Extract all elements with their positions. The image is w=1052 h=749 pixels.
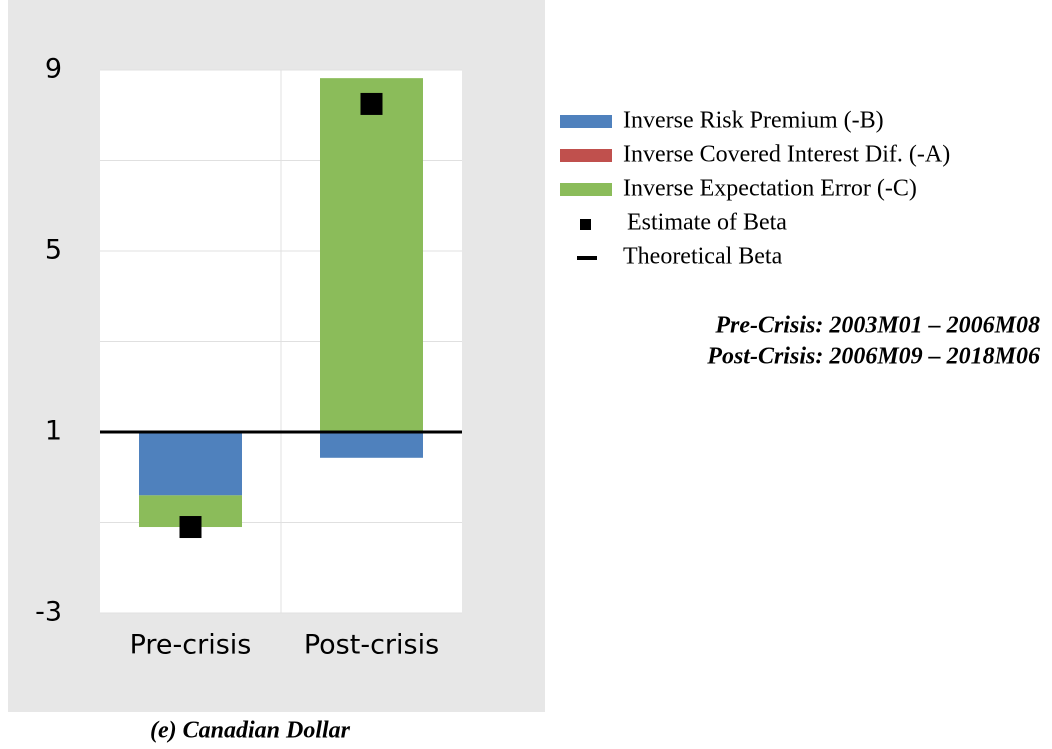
- estimate-marker: [360, 92, 383, 115]
- legend-swatch: [560, 183, 612, 196]
- legend-marker: [580, 219, 591, 230]
- legend-label: Inverse Expectation Error (-C): [623, 176, 917, 202]
- x-tick-label: Post-crisis: [304, 630, 439, 661]
- legend-swatch: [560, 115, 612, 128]
- y-tick-label: 1: [45, 416, 62, 447]
- caption: (e) Canadian Dollar: [150, 718, 351, 744]
- annotation: Post-Crisis: 2006M09 – 2018M06: [706, 344, 1040, 370]
- bar-segment: [320, 432, 423, 458]
- y-tick-label: -3: [35, 597, 62, 628]
- y-tick-label: 5: [45, 235, 62, 266]
- legend-swatch: [560, 149, 612, 162]
- legend-label: Inverse Covered Interest Dif. (-A): [623, 142, 950, 168]
- legend-label: Inverse Risk Premium (-B): [623, 108, 884, 134]
- bar-segment: [139, 432, 242, 496]
- legend-label: Estimate of Beta: [627, 210, 787, 236]
- x-tick-label: Pre-crisis: [130, 630, 252, 661]
- annotation: Pre-Crisis: 2003M01 – 2006M08: [714, 313, 1040, 339]
- estimate-marker: [179, 516, 202, 539]
- bar-segment: [320, 78, 423, 433]
- y-tick-label: 9: [45, 54, 62, 85]
- legend-label: Theoretical Beta: [623, 244, 783, 270]
